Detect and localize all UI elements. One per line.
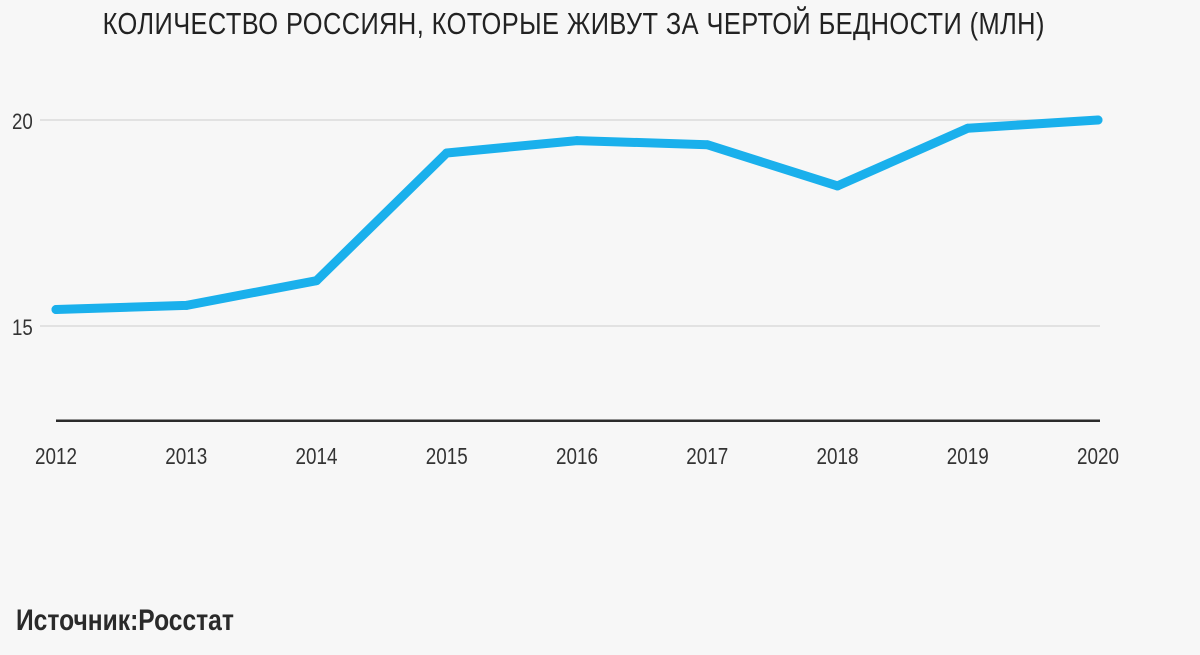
x-tick-label: 2012 (35, 444, 77, 469)
data-point-2019 (963, 123, 973, 133)
source-value: Росстат (138, 604, 234, 637)
x-tick-label: 2013 (165, 444, 207, 469)
x-tick-label: 2016 (556, 444, 598, 469)
gridlines (40, 119, 1100, 327)
x-tick-label: 2017 (686, 444, 728, 469)
series-line (51, 115, 1103, 315)
source-note: Источник:Росстат (16, 604, 234, 638)
y-tick-label: 20 (12, 111, 33, 135)
data-point-2012 (51, 305, 61, 315)
series (51, 115, 1103, 315)
data-point-2017 (702, 140, 712, 150)
x-tick-label: 2019 (947, 444, 989, 469)
x-tick-label: 2018 (817, 444, 859, 469)
data-point-2018 (833, 181, 842, 191)
y-axis-ticks: 2015 (12, 111, 33, 341)
x-tick-label: 2020 (1077, 444, 1119, 469)
data-point-2020 (1093, 115, 1103, 125)
data-point-2014 (312, 276, 321, 286)
x-axis: 2012 2013 2014 2015 2016 2017 2018 2019 2020 (35, 419, 1119, 469)
x-tick-label: 2014 (296, 444, 338, 469)
data-point-2015 (442, 148, 452, 158)
y-tick-label: 15 (12, 317, 33, 341)
data-point-2013 (181, 300, 191, 310)
source-label: Источник: (16, 604, 139, 637)
chart-title: КОЛИЧЕСТВО РОССИЯН, КОТОРЫЕ ЖИВУТ ЗА ЧЕР… (102, 6, 1045, 41)
x-tick-label: 2015 (426, 444, 468, 469)
data-point-2016 (572, 136, 582, 146)
